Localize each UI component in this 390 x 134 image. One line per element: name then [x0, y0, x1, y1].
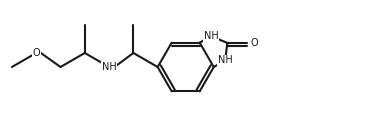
Text: O: O [32, 48, 40, 58]
Text: NH: NH [218, 55, 232, 65]
Text: O: O [250, 38, 258, 48]
Text: NH: NH [204, 31, 218, 41]
Text: NH: NH [102, 62, 117, 72]
